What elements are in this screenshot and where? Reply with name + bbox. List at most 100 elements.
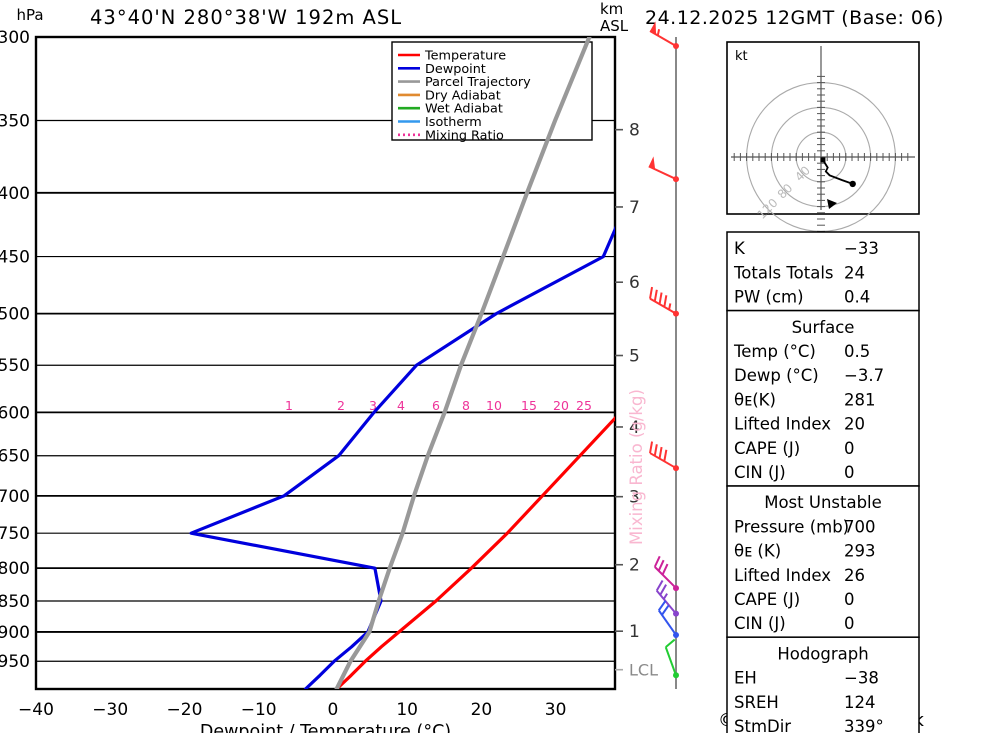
wind-barb <box>649 441 679 472</box>
index-label: Lifted Index <box>734 566 831 585</box>
mixing-ratio-label: 10 <box>486 398 502 413</box>
index-label: CIN (J) <box>734 614 786 633</box>
legend-label: Wet Adiabat <box>425 102 503 117</box>
legend-label: Mixing Ratio <box>425 128 504 143</box>
index-label: EH <box>734 669 757 688</box>
index-label: Pressure (mb) <box>734 517 849 536</box>
km-tick-label: 2 <box>629 556 640 576</box>
station-title: 43°40'N 280°38'W 192m ASL <box>90 6 402 29</box>
pressure-tick-label: 450 <box>0 248 30 268</box>
index-value: 124 <box>844 693 876 712</box>
index-value: 24 <box>844 263 865 282</box>
index-value: 0 <box>844 614 855 633</box>
hodograph-storm-arrow <box>827 199 837 209</box>
km-tick-label: 5 <box>629 347 640 367</box>
wind-barb <box>664 638 679 679</box>
dry-adiabat-line <box>960 37 1000 689</box>
index-label: Dewp (°C) <box>734 366 819 385</box>
index-value: 0.5 <box>844 342 870 361</box>
indices-group <box>726 309 920 487</box>
x-axis-label: Dewpoint / Temperature (°C) <box>200 722 451 733</box>
km-tick-label: 6 <box>629 273 640 293</box>
index-value: 0 <box>844 439 855 458</box>
index-label: CAPE (J) <box>734 439 800 458</box>
dry-adiabat-line <box>908 37 1000 689</box>
pressure-tick-label: 350 <box>0 111 30 131</box>
temperature-tick-label: −30 <box>92 700 128 720</box>
hodograph-unit-label: kt <box>735 49 748 64</box>
index-label: PW (cm) <box>734 288 804 307</box>
indices-group <box>726 231 920 312</box>
temperature-tick-label: 30 <box>545 700 567 720</box>
plot-frame <box>34 35 617 691</box>
mixing-ratio-label: 8 <box>462 398 470 413</box>
index-value: 0.4 <box>844 288 870 307</box>
profile-line-parcel-trajectory <box>334 37 592 689</box>
temperature-tick-label: 20 <box>471 700 493 720</box>
km-tick-label: 8 <box>629 121 640 141</box>
index-label: θᴇ (K) <box>734 542 781 561</box>
indices-group-title: Hodograph <box>777 644 868 663</box>
km-tick-label: 4 <box>629 418 640 438</box>
index-value: 20 <box>844 415 865 434</box>
hodograph-end-marker <box>849 180 856 188</box>
indices-group <box>726 485 920 638</box>
pressure-tick-label: 750 <box>0 524 30 544</box>
mixing-ratio-axis-label: Mixing Ratio (g/kg) <box>627 389 646 545</box>
indices-group-title: Most Unstable <box>764 493 882 512</box>
temperature-tick-label: 10 <box>396 700 418 720</box>
plot-background <box>36 37 615 689</box>
index-value: 0 <box>844 463 855 482</box>
wind-barb <box>649 286 679 317</box>
index-value: −38 <box>844 669 879 688</box>
mixing-ratio-label: 6 <box>432 398 440 413</box>
height-unit-label-2: ASL <box>600 17 629 35</box>
legend-label: Isotherm <box>425 115 482 130</box>
mixing-ratio-label: 1 <box>285 398 293 413</box>
index-label: CAPE (J) <box>734 590 800 609</box>
pressure-tick-label: 400 <box>0 184 30 204</box>
index-value: −33 <box>844 239 879 258</box>
pressure-tick-label: 700 <box>0 487 30 507</box>
wind-barb <box>653 555 679 592</box>
temperature-tick-label: −20 <box>167 700 203 720</box>
pressure-tick-label: 800 <box>0 559 30 579</box>
pressure-tick-label: 650 <box>0 447 30 467</box>
wind-barb <box>649 21 679 49</box>
pressure-tick-label: 550 <box>0 356 30 376</box>
pressure-tick-label: 300 <box>0 28 30 48</box>
mixing-ratio-label: 20 <box>553 398 569 413</box>
km-tick-label: 1 <box>629 622 640 642</box>
wind-barb <box>657 600 679 638</box>
index-value: −3.7 <box>844 366 884 385</box>
index-label: K <box>734 239 746 258</box>
index-label: θᴇ(K) <box>734 390 776 409</box>
index-label: SREH <box>734 693 779 712</box>
pressure-tick-label: 950 <box>0 652 30 672</box>
legend-label: Dewpoint <box>425 62 486 77</box>
index-value: 281 <box>844 390 876 409</box>
profile-line-dewpoint <box>189 225 615 689</box>
mixing-ratio-label: 15 <box>521 398 537 413</box>
profile-line-temperature <box>335 415 615 689</box>
index-label: Temp (°C) <box>733 342 816 361</box>
hodograph-start-marker <box>820 157 826 163</box>
pressure-tick-label: 600 <box>0 403 30 423</box>
index-label: Lifted Index <box>734 415 831 434</box>
temperature-tick-label: −10 <box>241 700 277 720</box>
indices-group-title: Surface <box>792 318 855 337</box>
wind-barb <box>648 156 679 183</box>
index-label: CIN (J) <box>734 463 786 482</box>
km-tick-label: 3 <box>629 488 640 508</box>
indices-group <box>726 636 920 733</box>
wind-barb <box>655 579 679 617</box>
legend-label: Temperature <box>424 49 506 64</box>
temperature-tick-label: −40 <box>18 700 54 720</box>
index-value: 0 <box>844 590 855 609</box>
mixing-ratio-label: 3 <box>369 398 377 413</box>
index-label: StmDir <box>734 717 791 733</box>
legend-label: Parcel Trajectory <box>425 75 531 90</box>
run-title: 24.12.2025 12GMT (Base: 06) <box>645 7 944 29</box>
pressure-tick-label: 500 <box>0 305 30 325</box>
